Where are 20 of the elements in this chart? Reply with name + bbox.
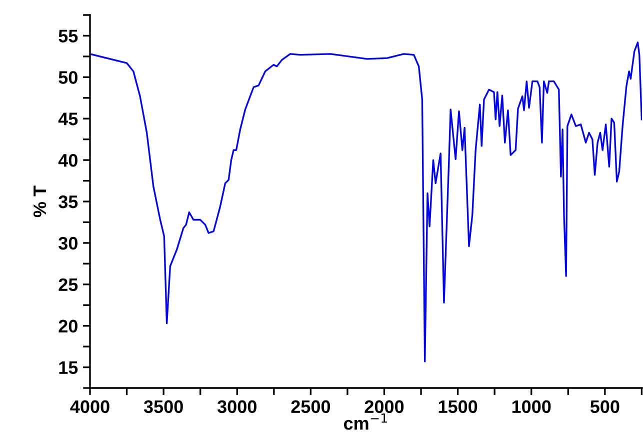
x-tick-label: 1500 bbox=[438, 400, 478, 414]
x-tick-label: 500 bbox=[590, 400, 620, 414]
x-tick-label: 1000 bbox=[512, 400, 551, 414]
y-tick-label: 30 bbox=[58, 236, 78, 250]
y-axis-title: % T bbox=[33, 186, 46, 218]
y-tick-label: 45 bbox=[58, 112, 78, 126]
line-series bbox=[90, 42, 642, 362]
x-tick-label: 4000 bbox=[70, 400, 110, 414]
x-tick-label: 3000 bbox=[217, 400, 256, 414]
x-axis-title: cm$^{−1}$ bbox=[344, 413, 387, 430]
y-tick-label: 50 bbox=[58, 71, 78, 84]
y-tick-label: 20 bbox=[58, 320, 78, 333]
y-tick-label: 25 bbox=[58, 278, 78, 292]
y-tick-label: 55 bbox=[58, 30, 78, 42]
y-tick-label: 35 bbox=[58, 195, 78, 208]
x-tick-label: 2500 bbox=[291, 400, 330, 414]
x-tick-label: 3500 bbox=[144, 400, 183, 414]
x-tick-label: 2000 bbox=[364, 400, 404, 414]
y-tick-label: 15 bbox=[59, 361, 78, 374]
y-tick-label: 40 bbox=[58, 154, 78, 167]
